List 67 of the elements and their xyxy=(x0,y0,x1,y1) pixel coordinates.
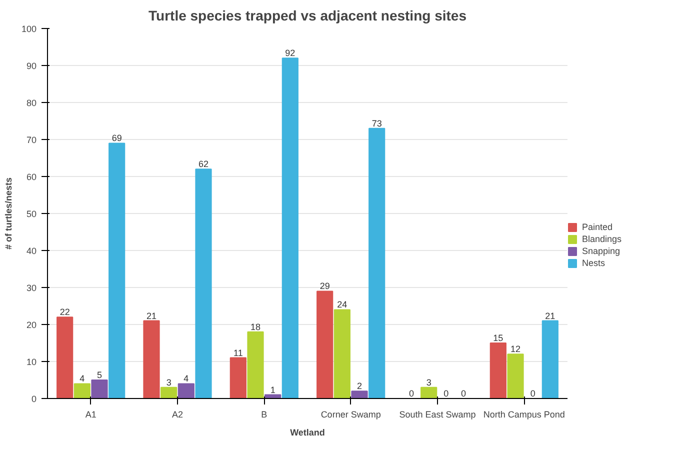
y-tick-label: 30 xyxy=(26,283,37,293)
bar xyxy=(490,342,506,398)
y-tick-label: 20 xyxy=(26,320,37,330)
data-label: 0 xyxy=(530,388,536,398)
legend-label: Painted xyxy=(582,222,613,232)
data-label: 12 xyxy=(510,344,521,354)
data-label: 62 xyxy=(198,159,209,170)
x-tick-label: Corner Swamp xyxy=(320,410,381,420)
data-label: 4 xyxy=(184,374,189,384)
legend-label: Blandings xyxy=(582,234,622,244)
bar xyxy=(160,386,178,398)
data-label: 11 xyxy=(233,348,243,358)
bar xyxy=(542,320,558,398)
chart-title: Turtle species trapped vs adjacent nesting sites xyxy=(148,8,467,24)
data-label: 21 xyxy=(146,310,157,321)
bar xyxy=(282,58,298,398)
legend-label: Snapping xyxy=(582,246,620,256)
data-label: 92 xyxy=(285,48,296,58)
data-label: 5 xyxy=(96,370,102,380)
bar xyxy=(91,380,108,398)
bar xyxy=(178,383,194,398)
y-tick-label: 70 xyxy=(26,135,37,145)
y-tick-label: 50 xyxy=(26,209,37,219)
y-tick-label: 10 xyxy=(26,357,37,367)
x-tick-label: A1 xyxy=(85,410,96,420)
x-tick-label: North Campus Pond xyxy=(483,410,565,420)
y-tick-label: 90 xyxy=(26,61,37,71)
data-label: 69 xyxy=(112,133,122,144)
bar xyxy=(316,290,334,398)
x-tick-label: A2 xyxy=(172,410,184,420)
bar xyxy=(143,320,160,398)
y-tick-label: 80 xyxy=(26,98,37,108)
bar xyxy=(368,128,386,398)
bar xyxy=(74,383,90,398)
data-label: 24 xyxy=(337,300,348,310)
y-tick-label: 0 xyxy=(31,394,37,404)
bar xyxy=(56,316,74,398)
data-label: 15 xyxy=(493,333,504,343)
bar xyxy=(334,309,350,398)
bar xyxy=(351,390,368,398)
data-label: 0 xyxy=(408,388,414,398)
x-tick-label: South East Swamp xyxy=(399,410,476,420)
data-label: 21 xyxy=(545,310,556,321)
data-label: 0 xyxy=(460,388,466,398)
bar xyxy=(507,354,524,398)
data-label: 3 xyxy=(166,377,172,388)
bar xyxy=(230,357,246,398)
bar xyxy=(420,386,438,398)
data-label: 22 xyxy=(60,307,70,318)
x-tick-label: B xyxy=(261,410,268,420)
y-axis-title: # of turtles/nests xyxy=(3,177,14,250)
bar xyxy=(247,331,264,398)
data-label: 29 xyxy=(320,281,330,292)
bar xyxy=(195,168,212,398)
data-label: 0 xyxy=(444,388,449,398)
data-label: 3 xyxy=(426,377,432,388)
y-tick-label: 60 xyxy=(26,172,37,182)
data-label: 2 xyxy=(356,381,362,392)
data-label: 1 xyxy=(270,384,276,395)
data-label: 18 xyxy=(250,322,261,332)
data-label: 73 xyxy=(372,118,382,128)
x-axis-title: Wetland xyxy=(290,428,325,438)
legend-label: Nests xyxy=(582,258,606,268)
y-tick-label: 100 xyxy=(21,24,37,34)
bar xyxy=(108,142,126,398)
data-label: 4 xyxy=(80,374,85,384)
y-tick-label: 40 xyxy=(26,246,37,256)
